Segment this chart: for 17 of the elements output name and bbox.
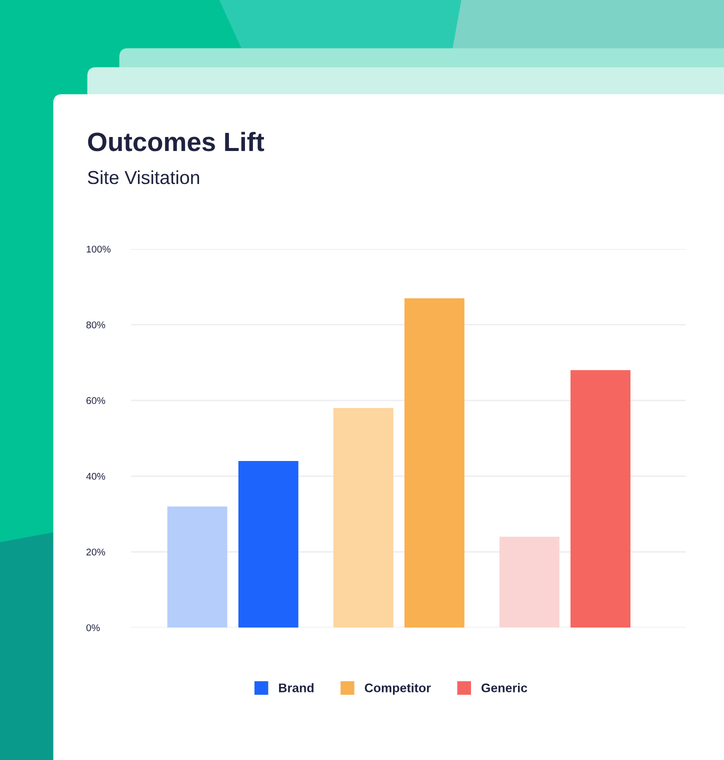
y-tick-label: 100%: [86, 246, 111, 253]
y-tick-label: 0%: [86, 624, 100, 632]
y-tick-label: 40%: [86, 472, 106, 480]
chart-title: Outcomes Lift: [88, 132, 264, 152]
bar: [499, 536, 560, 628]
y-tick-label: 80%: [86, 321, 106, 328]
bar: [404, 298, 464, 628]
y-tick-label: 20%: [86, 548, 106, 556]
bar: [333, 408, 394, 628]
y-tick-label: 60%: [86, 397, 106, 404]
bar: [570, 370, 630, 628]
bar: [167, 506, 228, 628]
legend-label: Competitor: [364, 683, 431, 695]
legend-label: Generic: [482, 683, 528, 692]
chart-subtitle: Site Visitation: [88, 170, 200, 184]
legend-label: Brand: [279, 683, 314, 692]
bar: [238, 461, 298, 628]
